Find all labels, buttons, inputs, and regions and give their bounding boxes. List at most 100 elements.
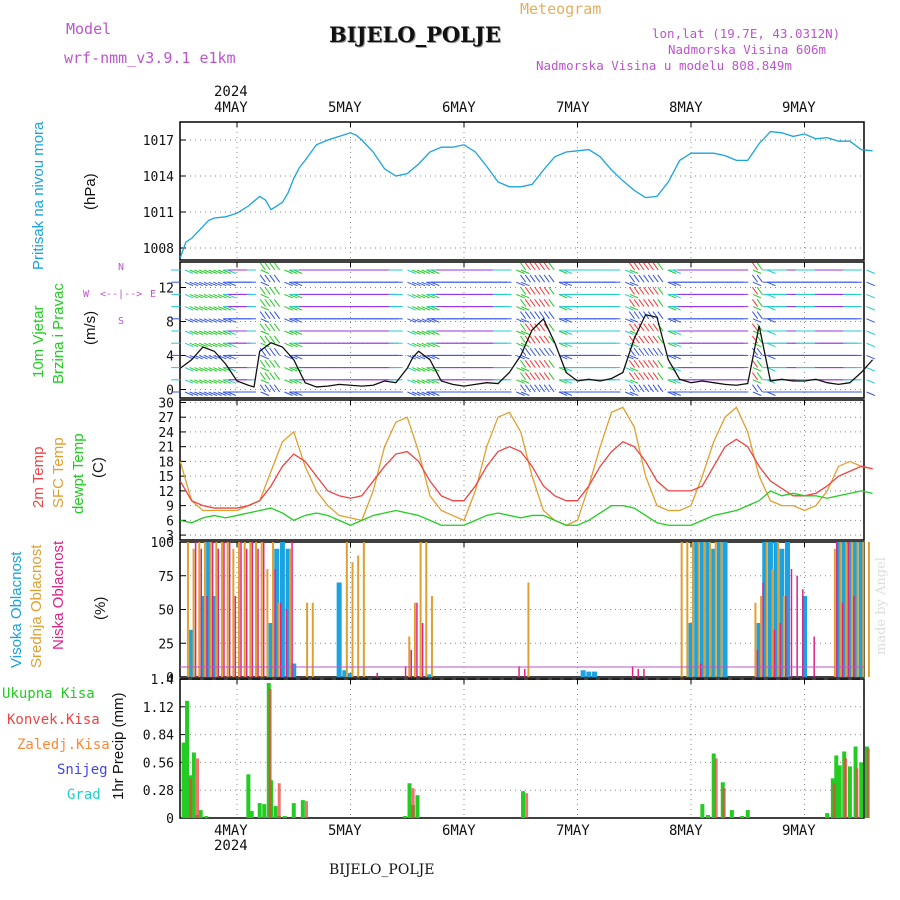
wind-arrow bbox=[430, 342, 440, 348]
wind-arrow bbox=[866, 281, 876, 287]
wind-arrow bbox=[672, 306, 681, 311]
wind-arrow bbox=[520, 281, 530, 287]
cloud-bar bbox=[802, 589, 804, 677]
wind-arrow bbox=[667, 379, 677, 384]
wind-arrow bbox=[624, 367, 634, 372]
wind-arrow bbox=[647, 262, 654, 271]
wind-arrow bbox=[426, 367, 435, 372]
precip-convective-bar bbox=[866, 748, 870, 818]
wind-arrow bbox=[629, 269, 639, 274]
y-tick-label: 25 bbox=[158, 637, 174, 652]
wind-arrow bbox=[198, 330, 208, 335]
wind-arrow bbox=[293, 269, 303, 274]
wind-arrow bbox=[756, 372, 763, 381]
wind-arrow bbox=[198, 318, 208, 323]
wind-arrow bbox=[866, 318, 876, 323]
wind-arrow bbox=[203, 379, 213, 384]
wind-arrow bbox=[558, 379, 568, 384]
compass-west: W bbox=[83, 289, 90, 300]
wind-arrow bbox=[416, 269, 426, 274]
wind-arrow bbox=[563, 318, 573, 323]
wind-arrow bbox=[638, 384, 645, 393]
cloud-bar bbox=[841, 602, 844, 677]
wind-arrow bbox=[208, 391, 218, 396]
wind-arrow bbox=[752, 281, 762, 287]
wind-arrow bbox=[222, 379, 232, 384]
cloud-bar bbox=[274, 569, 276, 677]
wind-arrow bbox=[416, 391, 426, 396]
cloud-bar bbox=[586, 671, 592, 677]
wind-arrow bbox=[293, 342, 303, 348]
wind-arrow bbox=[293, 306, 303, 311]
wind-arrow bbox=[284, 391, 293, 396]
wind-arrow bbox=[273, 384, 281, 393]
wind-arrow bbox=[529, 347, 536, 356]
wind-arrow bbox=[563, 379, 573, 384]
wind-arrow bbox=[426, 391, 435, 396]
wind-arrow bbox=[222, 269, 232, 274]
wind-arrow bbox=[766, 318, 776, 323]
wind-arrow bbox=[260, 269, 270, 274]
wind-arrow bbox=[652, 335, 659, 344]
cloud-bar bbox=[348, 672, 353, 677]
wind-arrow bbox=[264, 274, 271, 283]
wind-arrow bbox=[558, 391, 568, 396]
wind-arrow bbox=[407, 269, 416, 274]
y-tick-label: 9 bbox=[166, 500, 174, 515]
precip-convective-bar bbox=[525, 793, 529, 818]
cloud-bar bbox=[688, 623, 694, 677]
wind-arrow bbox=[284, 306, 293, 311]
wind-arrow bbox=[520, 384, 527, 393]
wind-arrow bbox=[411, 330, 421, 335]
wind-arrow bbox=[629, 306, 639, 311]
wind-arrow bbox=[751, 311, 759, 320]
wind-arrow bbox=[534, 335, 541, 344]
y-tick-label: 1014 bbox=[143, 170, 174, 185]
wind-arrow bbox=[426, 379, 435, 384]
wind-arrow bbox=[751, 347, 759, 356]
wind-arrow bbox=[203, 330, 213, 335]
wind-arrow bbox=[421, 306, 431, 311]
wind-arrow bbox=[208, 342, 218, 348]
cloud-bar bbox=[289, 548, 292, 677]
wind-arrow bbox=[194, 281, 203, 287]
cloud-bar bbox=[209, 542, 212, 677]
wind-arrow bbox=[208, 269, 218, 274]
wind-arrow bbox=[520, 360, 527, 368]
wind-arrow bbox=[260, 391, 270, 396]
cloud-bar bbox=[847, 542, 853, 677]
wind-arrow bbox=[558, 342, 568, 348]
wind-arrow bbox=[624, 281, 634, 287]
wind-arrow bbox=[538, 347, 546, 356]
wind-arrow bbox=[647, 274, 654, 283]
wind-arrow bbox=[629, 391, 639, 396]
wind-arrow bbox=[516, 342, 525, 348]
wind-arrow bbox=[756, 360, 763, 368]
cloud-bar bbox=[279, 602, 282, 677]
wind-arrow bbox=[534, 299, 541, 307]
wind-arrow bbox=[430, 293, 440, 299]
wind-arrow bbox=[203, 354, 213, 360]
cloud-bar bbox=[756, 650, 759, 677]
cloud-bar bbox=[234, 596, 237, 677]
wind-arrow bbox=[529, 372, 536, 381]
wind-arrow bbox=[766, 293, 776, 299]
cloud-bar bbox=[862, 542, 865, 677]
precip-convective-bar bbox=[722, 788, 726, 818]
wind-arrow bbox=[203, 281, 213, 287]
wind-arrow bbox=[524, 311, 531, 320]
wind-arrow bbox=[672, 269, 681, 274]
wind-arrow bbox=[516, 269, 525, 274]
wind-arrow bbox=[213, 269, 222, 274]
wind-arrow bbox=[538, 372, 546, 381]
wind-arrow bbox=[273, 372, 281, 381]
wind-arrow bbox=[293, 330, 303, 335]
wind-arrow bbox=[628, 286, 636, 295]
wind-arrow bbox=[563, 306, 573, 311]
wind-arrow bbox=[184, 342, 194, 348]
wind-arrow bbox=[411, 318, 421, 323]
wind-arrow bbox=[647, 360, 654, 368]
wind-arrow bbox=[260, 330, 270, 335]
wind-arrow bbox=[647, 384, 654, 393]
wind-arrow bbox=[558, 293, 568, 299]
